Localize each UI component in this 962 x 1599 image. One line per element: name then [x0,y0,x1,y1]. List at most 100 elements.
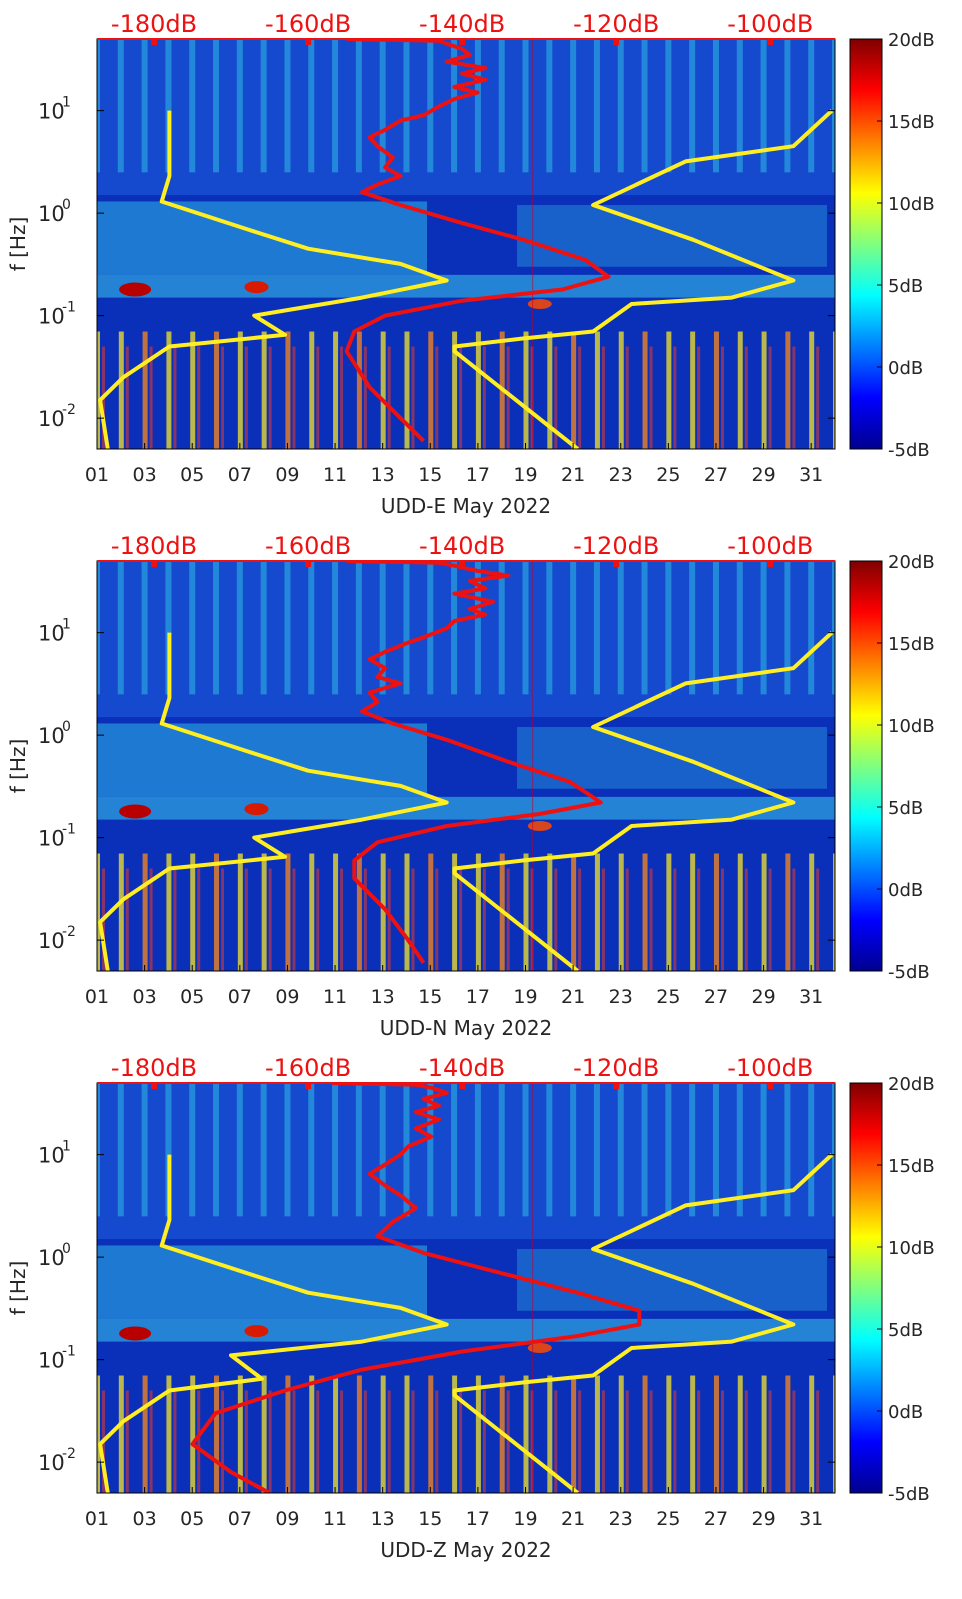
x-tick-label: 21 [561,1508,585,1530]
top-axis-label: -100dB [727,1054,813,1082]
y-tick-base: 10 [38,929,65,953]
y-tick-exponent: -1 [62,1344,76,1360]
top-axis-tick [151,39,158,45]
x-tick-label: 25 [656,464,680,486]
top-axis-tick [151,1083,158,1089]
top-axis-tick [305,561,312,567]
x-tick-label: 29 [751,986,775,1008]
top-axis-tick [459,39,466,45]
y-tick-label: 100 [38,1241,71,1270]
y-tick-label: 101 [38,617,71,646]
y-tick-exponent: -2 [62,402,76,418]
colorbar [849,560,883,972]
noise-model-curve [98,632,449,971]
top-axis-tick [305,39,312,45]
y-tick-label: 100 [38,197,71,226]
colorbar-tick-label: 0dB [888,880,923,901]
y-tick-exponent: 1 [62,95,71,111]
noise-model-curve [98,110,449,449]
top-axis-tick [459,1083,466,1089]
x-tick-label: 17 [466,986,490,1008]
x-tick-label: 11 [323,464,347,486]
x-tick-label: 23 [609,986,633,1008]
y-tick-base: 10 [38,202,65,226]
x-tick-label: 25 [656,1508,680,1530]
top-axis-label: -140dB [419,10,505,38]
psd-curve [346,561,603,965]
y-tick-base: 10 [38,305,65,329]
x-tick-label: 03 [133,986,157,1008]
top-axis-label: -120dB [573,10,659,38]
colorbar-tick-label: 5dB [888,1320,923,1341]
top-axis-tick [767,1083,774,1089]
y-tick-base: 10 [38,1144,65,1168]
colorbar-tick-label: 20dB [888,1074,935,1095]
spectrogram-panel-e: -180dB -160dB -140dB -120dB -100dB 01 03 05 07 09… [0,0,962,533]
top-axis-label: -180dB [111,1054,197,1082]
x-tick-label: 29 [751,1508,775,1530]
x-tick-label: 19 [513,464,537,486]
y-tick-exponent: -1 [62,822,76,838]
top-axis-tick [767,39,774,45]
top-axis-label: -140dB [419,532,505,560]
spectrogram-panel-z: -180dB -160dB -140dB -120dB -100dB 01 03 05 07 09… [0,1044,962,1577]
y-tick-label: 100 [38,719,71,748]
y-axis-label: f [Hz] [6,739,30,794]
x-tick-label: 05 [180,464,204,486]
y-tick-base: 10 [38,1451,65,1475]
colorbar-tick-label: -5dB [888,962,930,983]
x-tick-label: 09 [275,986,299,1008]
x-tick-label: 13 [371,1508,395,1530]
y-tick-label: 10-2 [38,402,76,431]
y-tick-label: 10-1 [38,1344,76,1373]
spectrogram-image [97,39,835,449]
x-tick-label: 13 [371,464,395,486]
top-axis-tick [613,39,620,45]
y-tick-exponent: 1 [62,617,71,633]
noise-model-curve [98,1154,449,1493]
top-axis-label: -180dB [111,532,197,560]
spectrogram-image [97,1083,835,1493]
top-axis-tick [613,1083,620,1089]
y-tick-exponent: 1 [62,1139,71,1155]
y-tick-base: 10 [38,1349,65,1373]
colorbar-tick-label: 15dB [888,1156,935,1177]
x-tick-label: 09 [275,464,299,486]
colorbar-tick-label: 15dB [888,634,935,655]
y-tick-base: 10 [38,622,65,646]
top-axis-label: -120dB [573,1054,659,1082]
top-axis-label: -160dB [265,1054,351,1082]
x-tick-label: 15 [418,464,442,486]
top-axis-tick [459,561,466,567]
colorbar-tick-label: 20dB [888,30,935,51]
top-axis-label: -160dB [265,10,351,38]
x-tick-label: 01 [85,986,109,1008]
x-tick-label: 13 [371,986,395,1008]
x-tick-label: 17 [466,1508,490,1530]
spectrogram-panel-n: -180dB -160dB -140dB -120dB -100dB 01 03 05 07 09… [0,522,962,1055]
y-tick-exponent: -2 [62,1446,76,1462]
y-tick-base: 10 [38,724,65,748]
x-tick-label: 21 [561,986,585,1008]
y-tick-exponent: 0 [62,197,71,213]
x-tick-label: 27 [704,464,728,486]
top-axis-label: -180dB [111,10,197,38]
x-tick-label: 07 [228,464,252,486]
y-tick-exponent: 0 [62,719,71,735]
x-axis-label: UDD-N May 2022 [380,1016,553,1040]
y-tick-base: 10 [38,1246,65,1270]
top-axis-tick [767,561,774,567]
colorbar-tick-label: -5dB [888,440,930,461]
x-axis-label: UDD-Z May 2022 [380,1538,551,1562]
colorbar-tick-label: 0dB [888,1402,923,1423]
x-tick-label: 29 [751,464,775,486]
x-tick-label: 07 [228,1508,252,1530]
top-axis-tick [613,561,620,567]
x-tick-label: 05 [180,986,204,1008]
x-tick-label: 23 [609,1508,633,1530]
y-tick-exponent: 0 [62,1241,71,1257]
colorbar-tick-label: 20dB [888,552,935,573]
y-axis-label: f [Hz] [6,1261,30,1316]
x-tick-label: 07 [228,986,252,1008]
x-tick-label: 17 [466,464,490,486]
